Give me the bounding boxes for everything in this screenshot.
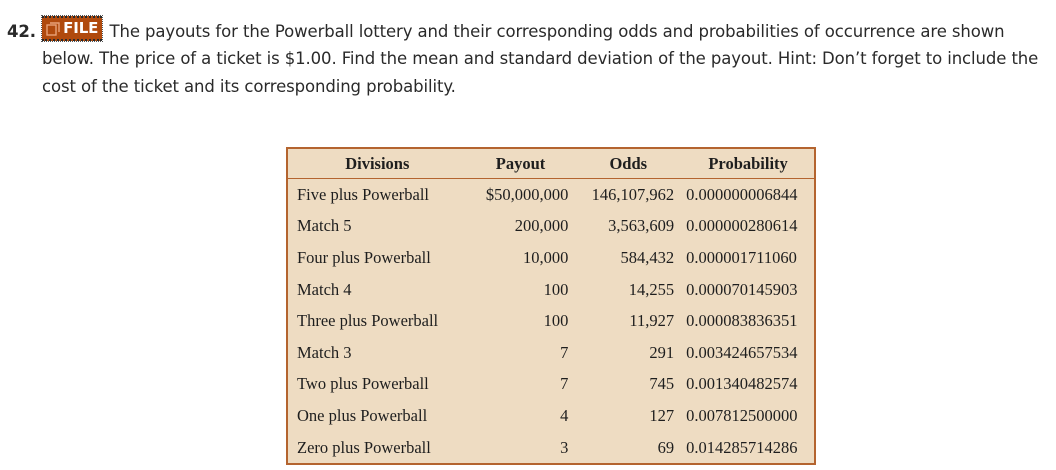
problem-number: 42.: [7, 21, 36, 41]
odds-cell: 745: [649, 374, 675, 394]
odds-cell: 127: [649, 405, 675, 425]
table-row: Four plus Powerball 10,000 584,432 0.000…: [287, 242, 815, 274]
table-row: One plus Powerball 4 127 0.007812500000: [287, 400, 815, 432]
header-probability: Probability: [682, 148, 815, 179]
probability-cell: 0.014285714286: [686, 437, 798, 457]
division-cell: Match 3: [297, 342, 352, 362]
file-badge-label: FILE: [63, 19, 99, 37]
table-row: Five plus Powerball $50,000,000 146,107,…: [287, 179, 815, 211]
table-row: Two plus Powerball 7 745 0.001340482574: [287, 369, 815, 401]
table-row: Zero plus Powerball 3 69 0.014285714286: [287, 432, 815, 465]
division-cell: Match 4: [297, 279, 352, 299]
file-button[interactable]: FILE: [41, 15, 104, 42]
division-cell: Match 5: [297, 216, 352, 236]
division-cell: Three plus Powerball: [297, 311, 439, 331]
division-cell: Five plus Powerball: [297, 184, 429, 204]
odds-cell: 146,107,962: [591, 184, 675, 204]
payout-cell: 4: [560, 405, 569, 425]
problem-line-3: cost of the ticket and its corresponding…: [42, 76, 456, 96]
table-row: Match 3 7 291 0.003424657534: [287, 337, 815, 369]
odds-cell: 291: [649, 342, 675, 362]
table-row: Match 4 100 14,255 0.000070145903: [287, 274, 815, 306]
odds-cell: 11,927: [629, 311, 675, 331]
odds-cell: 3,563,609: [608, 216, 675, 236]
payout-cell: 7: [560, 374, 569, 394]
powerball-table: Divisions Payout Odds Probability Five p…: [286, 147, 816, 466]
probability-cell: 0.000083836351: [686, 311, 798, 331]
payout-cell: 10,000: [523, 247, 569, 267]
file-icon: [46, 21, 60, 36]
probability-cell: 0.003424657534: [686, 342, 798, 362]
payout-cell: $50,000,000: [485, 184, 569, 204]
problem-line-2: below. The price of a ticket is $1.00. F…: [42, 49, 1039, 68]
probability-cell: 0.000000006844: [686, 184, 798, 204]
table-row: Match 5 200,000 3,563,609 0.000000280614: [287, 211, 815, 243]
payout-cell: 7: [560, 342, 569, 362]
probability-cell: 0.000001711060: [686, 247, 797, 267]
division-cell: Two plus Powerball: [297, 374, 429, 394]
probability-cell: 0.000000280614: [686, 216, 798, 236]
probability-cell: 0.007812500000: [686, 405, 798, 425]
division-cell: One plus Powerball: [297, 405, 428, 425]
problem-text: 42. FILE The payouts for the Powerball l…: [7, 15, 1047, 100]
probability-cell: 0.001340482574: [686, 374, 798, 394]
payout-cell: 100: [543, 279, 569, 299]
problem-line-1: The payouts for the Powerball lottery an…: [109, 21, 1005, 41]
header-divisions: Divisions: [287, 148, 467, 179]
payout-cell: 200,000: [514, 216, 569, 236]
probability-cell: 0.000070145903: [686, 279, 798, 299]
odds-cell: 14,255: [628, 279, 675, 299]
header-odds: Odds: [574, 148, 683, 179]
table-row: Three plus Powerball 100 11,927 0.000083…: [287, 305, 815, 337]
odds-cell: 69: [657, 437, 675, 457]
division-cell: Four plus Powerball: [297, 247, 431, 267]
division-cell: Zero plus Powerball: [297, 437, 431, 457]
table-header-row: Divisions Payout Odds Probability: [287, 148, 815, 179]
odds-cell: 584,432: [620, 247, 675, 267]
payout-cell: 100: [543, 311, 569, 331]
payout-cell: 3: [560, 437, 569, 457]
header-payout: Payout: [466, 148, 575, 179]
